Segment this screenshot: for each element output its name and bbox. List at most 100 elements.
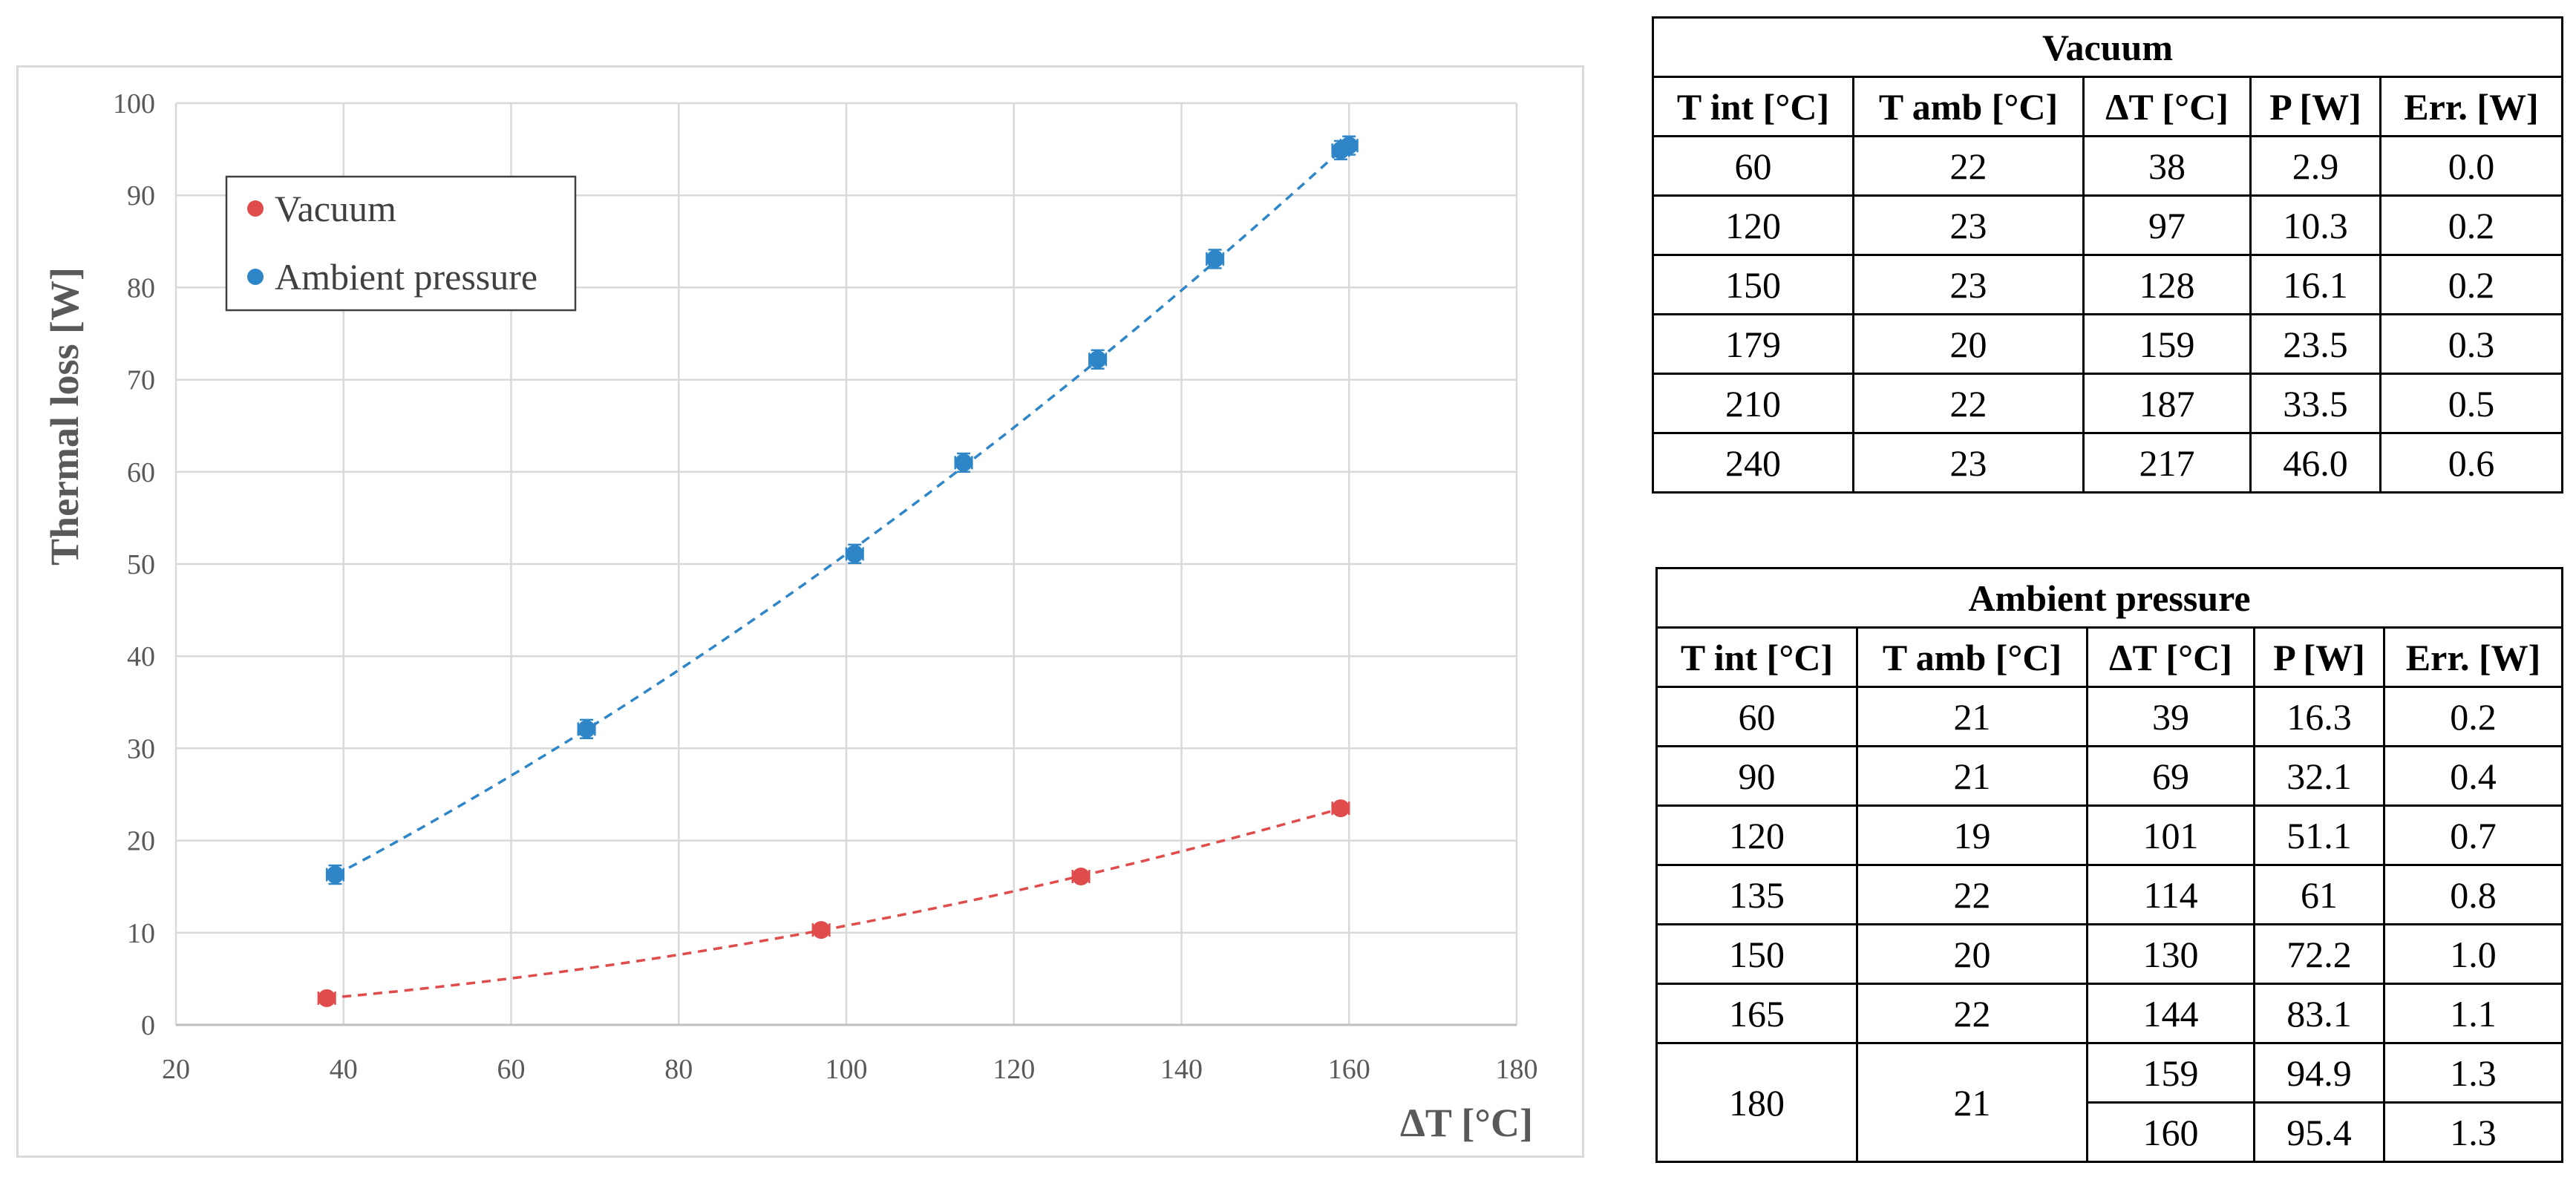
data-point-ambient-pressure	[1206, 249, 1225, 269]
cell-power: 16.1	[2249, 254, 2382, 315]
legend-label-vacuum: Vacuum	[275, 188, 396, 229]
ambient-header-row: T int [°C] T amb [°C] ΔT [°C] P [W] Err.…	[1655, 626, 2564, 688]
table-row: 179 20 159 23.5 0.3	[1652, 313, 2563, 375]
cell-t-amb: 21	[1856, 1042, 2088, 1163]
cell-error: 0.5	[2379, 373, 2563, 434]
cell-error: 0.7	[2382, 804, 2564, 866]
cell-error: 0.0	[2379, 135, 2563, 197]
cell-delta-t: 217	[2082, 432, 2252, 494]
x-tick-label: 140	[1160, 1054, 1203, 1085]
table-row: 180 21 159 94.9 1.3	[1655, 1042, 2564, 1163]
data-points	[317, 135, 1359, 1007]
cell-delta-t: 128	[2082, 254, 2252, 315]
cell-t-amb: 22	[1852, 373, 2085, 434]
table-row: 60 22 38 2.9 0.0	[1652, 135, 2563, 197]
marker-vacuum	[1072, 868, 1091, 886]
y-tick-label: 40	[127, 641, 155, 672]
x-tick-label: 60	[497, 1054, 526, 1085]
cell-error: 0.2	[2382, 686, 2564, 747]
cell-delta-t: 97	[2082, 194, 2252, 256]
data-point-ambient-pressure	[1088, 349, 1108, 370]
cell-power: 32.1	[2253, 745, 2385, 807]
header-power: P [W]	[2253, 626, 2385, 688]
data-point-ambient-pressure	[954, 452, 973, 473]
cell-t-amb: 19	[1856, 804, 2088, 866]
header-t-int: T int [°C]	[1655, 626, 1858, 688]
marker-ambient-pressure	[1340, 137, 1359, 155]
header-delta-t: ΔT [°C]	[2082, 76, 2252, 137]
cell-power: 16.3	[2253, 686, 2385, 747]
legend-label-ambient: Ambient pressure	[275, 256, 537, 298]
data-point-ambient-pressure	[1339, 135, 1359, 156]
cell-delta-t: 144	[2086, 983, 2255, 1044]
trendlines	[327, 142, 1350, 1000]
cell-power: 51.1	[2253, 804, 2385, 866]
cell-power: 33.5	[2249, 373, 2382, 434]
cell-t-int: 120	[1655, 804, 1858, 866]
trendline-ambient-pressure	[334, 142, 1350, 876]
cell-power: 61	[2253, 864, 2385, 925]
cell-t-int: 210	[1652, 373, 1854, 434]
x-tick-label: 180	[1496, 1054, 1538, 1085]
x-tick-label: 100	[826, 1054, 868, 1085]
vacuum-table-title: Vacuum	[1652, 16, 2563, 78]
y-tick-label: 80	[127, 272, 155, 304]
cell-power: 83.1	[2253, 983, 2385, 1044]
data-point-ambient-pressure	[845, 543, 864, 565]
cell-error: 0.3	[2379, 313, 2563, 375]
cell-error: 1.3	[2382, 1042, 2564, 1104]
cell-error: 1.0	[2382, 923, 2564, 985]
cell-error: 0.8	[2382, 864, 2564, 925]
trendline-vacuum	[327, 807, 1341, 1000]
header-power: P [W]	[2249, 76, 2382, 137]
cell-t-int: 165	[1655, 983, 1858, 1044]
cell-delta-t: 114	[2086, 864, 2255, 925]
marker-ambient-pressure	[1088, 350, 1107, 369]
legend: Vacuum Ambient pressure	[225, 175, 577, 312]
cell-error: 1.1	[2382, 983, 2564, 1044]
cell-t-amb: 23	[1852, 254, 2085, 315]
y-tick-label: 0	[141, 1010, 155, 1041]
x-tick-label: 160	[1328, 1054, 1370, 1085]
vacuum-table: Vacuum T int [°C] T amb [°C] ΔT [°C] P […	[1652, 16, 2563, 494]
y-tick-label: 10	[127, 918, 155, 949]
table-row: 160 95.4 1.3	[1657, 1101, 2564, 1163]
cell-error: 0.4	[2382, 745, 2564, 807]
cell-t-amb: 21	[1856, 686, 2088, 747]
cell-delta-t: 69	[2086, 745, 2255, 807]
y-tick-label: 100	[113, 88, 155, 119]
cell-t-amb: 22	[1856, 864, 2088, 925]
cell-t-amb: 22	[1852, 135, 2085, 197]
x-tick-label: 80	[664, 1054, 693, 1085]
cell-t-int: 60	[1652, 135, 1854, 197]
cell-t-amb: 22	[1856, 983, 2088, 1044]
header-t-int: T int [°C]	[1652, 76, 1854, 137]
cell-t-int: 180	[1655, 1042, 1858, 1163]
ambient-pressure-table: Ambient pressure T int [°C] T amb [°C] Δ…	[1655, 567, 2564, 1163]
cell-t-int: 179	[1652, 313, 1854, 375]
table-row: 90 21 69 32.1 0.4	[1655, 745, 2564, 807]
y-tick-label: 90	[127, 180, 155, 212]
cell-power: 72.2	[2253, 923, 2385, 985]
x-axis-title: ΔT [°C]	[1400, 1101, 1533, 1145]
vacuum-header-row: T int [°C] T amb [°C] ΔT [°C] P [W] Err.…	[1652, 76, 2563, 137]
y-axis-title: Thermal loss [W]	[42, 267, 87, 566]
cell-error: 1.3	[2382, 1101, 2564, 1163]
cell-delta-t: 101	[2086, 804, 2255, 866]
cell-t-amb: 23	[1852, 194, 2085, 256]
cell-delta-t: 187	[2082, 373, 2252, 434]
cell-t-int: 135	[1655, 864, 1858, 925]
cell-t-int: 150	[1655, 923, 1858, 985]
cell-power: 46.0	[2249, 432, 2382, 494]
data-point-vacuum	[1071, 868, 1091, 886]
y-tick-label: 20	[127, 826, 155, 857]
y-tick-label: 70	[127, 365, 155, 396]
cell-t-int: 120	[1652, 194, 1854, 256]
cell-delta-t: 159	[2082, 313, 2252, 375]
tick-labels: 0 10 20 30 40 50 60 70 80 90 100 20 40 60 80 100 120 140 1…	[113, 88, 1538, 1085]
cell-t-amb: 20	[1852, 313, 2085, 375]
cell-power: 23.5	[2249, 313, 2382, 375]
cell-t-int: 60	[1655, 686, 1858, 747]
cell-power: 94.9	[2253, 1042, 2385, 1104]
table-row: 135 22 114 61 0.8	[1655, 864, 2564, 925]
